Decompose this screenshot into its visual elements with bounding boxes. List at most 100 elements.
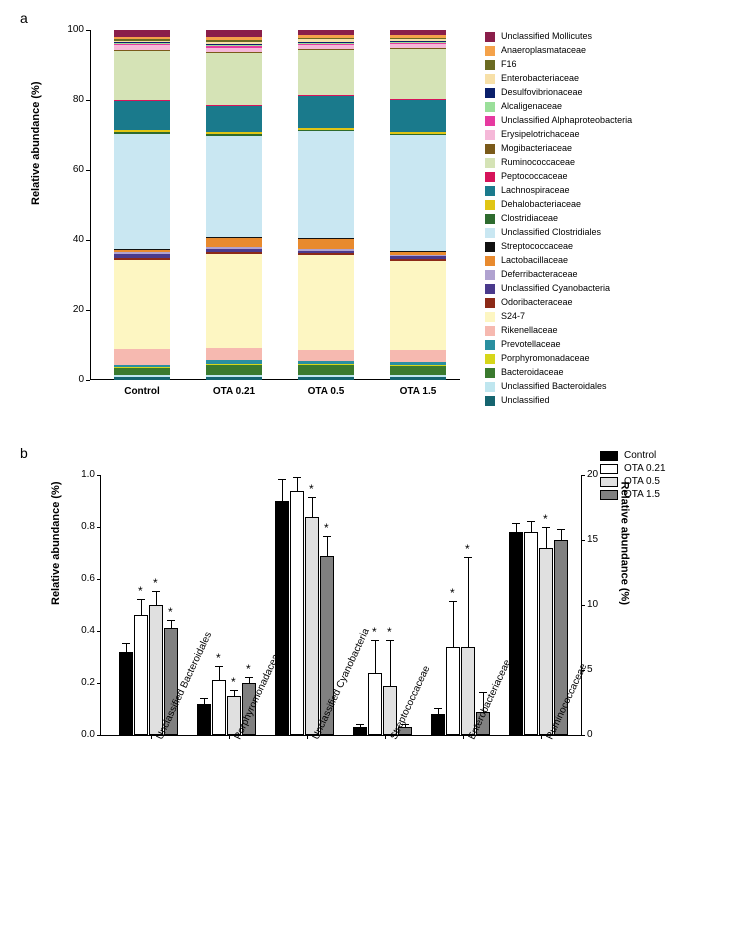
bar-segment xyxy=(390,48,446,49)
legend-item: Rikenellaceae xyxy=(485,324,725,337)
bar-segment xyxy=(390,350,446,362)
bar-segment xyxy=(114,130,170,132)
legend-item: Unclassified Alphaproteobacteria xyxy=(485,114,725,127)
bar xyxy=(524,532,538,735)
bar-segment xyxy=(298,43,354,44)
legend-label: Porphyromonadaceae xyxy=(501,352,590,365)
bar-segment xyxy=(206,360,262,364)
bar-segment xyxy=(298,255,354,350)
bar-segment xyxy=(206,52,262,105)
y-axis-label-a: Relative abundance (%) xyxy=(30,82,42,205)
legend-swatch xyxy=(600,451,618,461)
bar-segment xyxy=(114,45,170,50)
bar-segment xyxy=(206,46,262,47)
bar-segment xyxy=(206,42,262,45)
y-tick-right: 0 xyxy=(581,729,617,740)
legend-label: Control xyxy=(624,450,656,461)
bar-segment xyxy=(206,134,262,135)
legend-swatch xyxy=(485,102,495,112)
bar-segment xyxy=(298,42,354,43)
bar-segment xyxy=(206,247,262,249)
bar-segment xyxy=(206,48,262,52)
legend-label: OTA 1.5 xyxy=(624,489,660,500)
bar-segment xyxy=(206,40,262,41)
y-tick-right: 10 xyxy=(581,599,617,610)
legend-item: Anaeroplasmataceae xyxy=(485,44,725,57)
y-tick-left: 0.4 xyxy=(65,625,101,636)
legend-label: Erysipelotrichaceae xyxy=(501,128,580,141)
significance-star: * xyxy=(216,651,221,665)
bar-segment xyxy=(298,95,354,96)
bar-segment xyxy=(298,38,354,39)
legend-item: Dehalobacteriaceae xyxy=(485,198,725,211)
stacked-bar xyxy=(206,30,262,380)
legend-item: Enterobacteriaceae xyxy=(485,72,725,85)
legend-label: Ruminococcaceae xyxy=(501,156,575,169)
bar-segment xyxy=(206,106,262,132)
bar-segment xyxy=(298,364,354,365)
legend-a: Unclassified MollicutesAnaeroplasmatacea… xyxy=(485,30,725,408)
legend-swatch xyxy=(485,186,495,196)
bar-segment xyxy=(114,132,170,133)
legend-swatch xyxy=(485,298,495,308)
legend-label: Alcaligenaceae xyxy=(501,100,562,113)
bar-segment xyxy=(390,375,446,377)
bar-segment xyxy=(114,41,170,42)
bar-segment xyxy=(114,30,170,37)
legend-label: Unclassified Alphaproteobacteria xyxy=(501,114,632,127)
bar-segment xyxy=(114,249,170,251)
bar-segment xyxy=(114,100,170,130)
legend-item: Odoribacteraceae xyxy=(485,296,725,309)
bar-segment xyxy=(114,349,170,365)
legend-swatch xyxy=(485,158,495,168)
legend-item: OTA 0.5 xyxy=(600,476,666,487)
y-tick-left: 0.6 xyxy=(65,573,101,584)
bar xyxy=(197,704,211,735)
legend-swatch xyxy=(485,326,495,336)
legend-swatch xyxy=(485,270,495,280)
legend-swatch xyxy=(485,88,495,98)
bar-segment xyxy=(206,237,262,238)
legend-swatch xyxy=(600,464,618,474)
significance-star: * xyxy=(450,586,455,600)
bar-segment xyxy=(390,255,446,257)
legend-swatch xyxy=(485,382,495,392)
legend-label: Mogibacteriaceae xyxy=(501,142,572,155)
stacked-bar xyxy=(114,30,170,380)
stacked-bar-chart: Relative abundance (%) 020406080100Contr… xyxy=(90,30,460,380)
y-tick-right: 15 xyxy=(581,534,617,545)
bar-segment xyxy=(298,238,354,239)
legend-swatch xyxy=(485,284,495,294)
significance-star: * xyxy=(168,605,173,619)
bar-segment xyxy=(298,39,354,42)
legend-swatch xyxy=(485,130,495,140)
significance-star: * xyxy=(231,675,236,689)
bar-segment xyxy=(114,100,170,101)
bar-segment xyxy=(298,251,354,254)
bar-segment xyxy=(206,44,262,45)
bar xyxy=(119,652,133,735)
legend-label: Enterobacteriaceae xyxy=(501,72,579,85)
bar xyxy=(275,501,289,735)
bar-segment xyxy=(298,131,354,238)
bar-segment xyxy=(206,249,262,252)
legend-item: Ruminococcaceae xyxy=(485,156,725,169)
significance-star: * xyxy=(138,584,143,598)
bar-segment xyxy=(390,366,446,375)
bar-segment xyxy=(114,42,170,43)
y-tick: 60 xyxy=(52,164,84,175)
y-tick-left: 0.0 xyxy=(65,729,101,740)
bar-segment xyxy=(298,44,354,45)
bar-segment xyxy=(206,252,262,254)
bar xyxy=(368,673,382,735)
y-tick: 40 xyxy=(52,234,84,245)
bar-segment xyxy=(390,261,446,350)
legend-label: Lactobacillaceae xyxy=(501,254,568,267)
legend-swatch xyxy=(485,74,495,84)
legend-label: Unclassified Mollicutes xyxy=(501,30,592,43)
bar-segment xyxy=(390,135,446,251)
legend-item: F16 xyxy=(485,58,725,71)
legend-label: Anaeroplasmataceae xyxy=(501,44,586,57)
x-category-label: Control xyxy=(102,380,182,397)
bar-segment xyxy=(390,134,446,135)
